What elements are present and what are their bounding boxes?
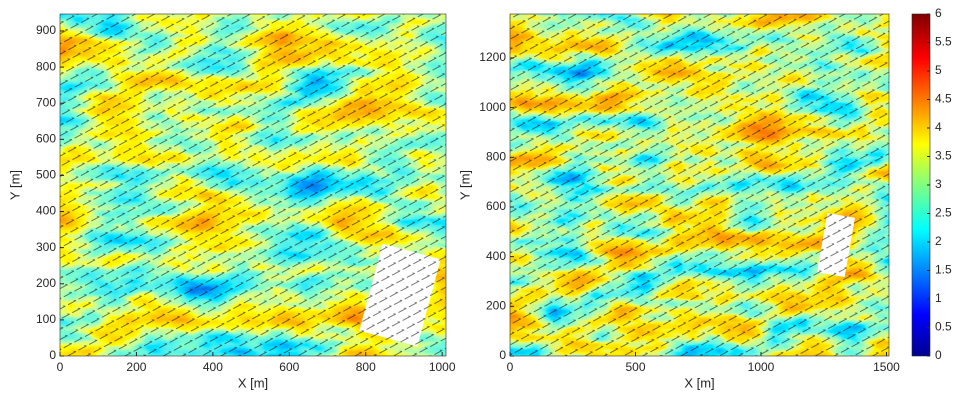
axes-box	[59, 13, 447, 357]
x-tick-label: 1500	[873, 360, 900, 374]
colorbar-tick-label: 5.5	[935, 35, 952, 49]
y-tick-label: 900	[36, 23, 56, 37]
x-tick-label: 200	[126, 360, 146, 374]
wind-vectors	[510, 14, 889, 356]
wind-vectors	[60, 14, 446, 356]
x-tick-label: 1000	[429, 360, 456, 374]
colorbar-tick-label: 4.5	[935, 92, 952, 106]
axes-box	[509, 13, 890, 357]
x-axis-title: X [m]	[684, 375, 714, 390]
x-axis-title: X [m]	[238, 375, 268, 390]
y-tick-label: 1200	[479, 50, 506, 64]
y-tick-label: 400	[36, 204, 56, 218]
x-tick-label: 500	[625, 360, 645, 374]
x-tick-label: 400	[203, 360, 223, 374]
x-tick-label: 0	[57, 360, 64, 374]
x-tick-label: 600	[279, 360, 299, 374]
colorbar-tick-label: 0	[935, 348, 942, 362]
field-panel-1	[60, 14, 446, 356]
x-tick-label: 0	[507, 360, 514, 374]
y-axis-title: Y [m]	[457, 170, 472, 200]
colorbar-tick-label: 0.5	[935, 320, 952, 334]
colorbar-tick-label: 3.5	[935, 149, 952, 163]
y-tick-label: 400	[486, 249, 506, 263]
colorbar-tick-label: 2.5	[935, 206, 952, 220]
colorbar-tick-label: 5	[935, 63, 942, 77]
y-tick-label: 0	[49, 348, 56, 362]
y-tick-label: 500	[36, 168, 56, 182]
y-tick-label: 700	[36, 95, 56, 109]
y-tick-label: 600	[36, 131, 56, 145]
x-tick-label: 800	[356, 360, 376, 374]
colorbar-tick-label: 6	[935, 6, 942, 20]
x-tick-label: 1000	[748, 360, 775, 374]
y-tick-label: 200	[486, 298, 506, 312]
y-tick-label: 800	[486, 149, 506, 163]
y-tick-label: 800	[36, 59, 56, 73]
colorbar-tick-label: 4	[935, 120, 942, 134]
colorbar-tick-label: 1.5	[935, 263, 952, 277]
y-tick-label: 1000	[479, 100, 506, 114]
colorbar-tick-label: 2	[935, 234, 942, 248]
y-axis-title: Y [m]	[7, 170, 22, 200]
field-panel-2	[510, 14, 889, 356]
colorbar-tick-label: 3	[935, 177, 942, 191]
y-tick-label: 100	[36, 312, 56, 326]
colorbar-tick-label: 1	[935, 291, 942, 305]
y-tick-label: 600	[486, 199, 506, 213]
y-tick-label: 0	[499, 348, 506, 362]
y-tick-label: 300	[36, 240, 56, 254]
y-tick-label: 200	[36, 276, 56, 290]
